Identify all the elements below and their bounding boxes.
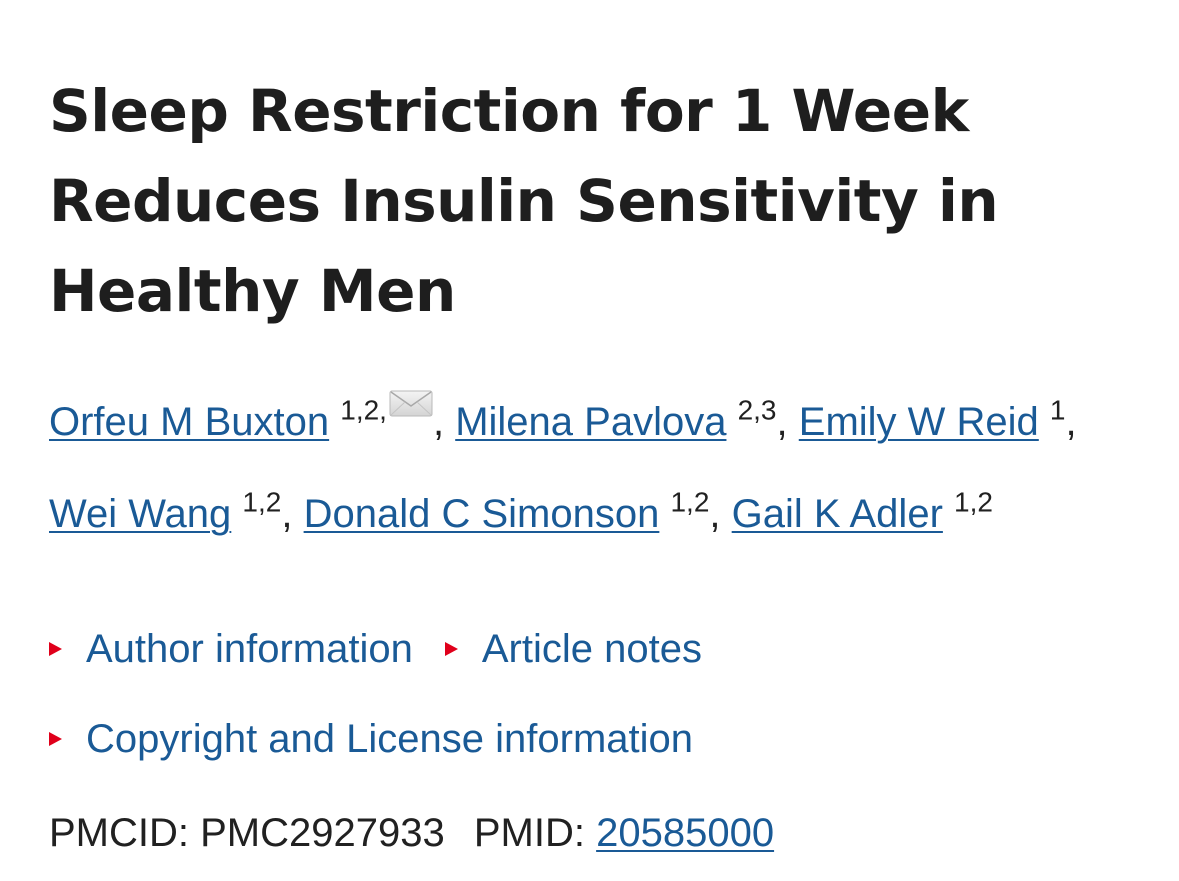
pmid-label: PMID: bbox=[473, 811, 585, 855]
author-affiliation: 1,2 bbox=[954, 486, 993, 518]
author-link-reid[interactable]: Emily W Reid bbox=[798, 400, 1039, 444]
envelope-icon[interactable] bbox=[389, 390, 433, 417]
toggle-label: Author information bbox=[86, 626, 413, 671]
author-link-buxton[interactable]: Orfeu M Buxton bbox=[49, 400, 330, 444]
pmcid-value: PMC2927933 bbox=[200, 811, 445, 855]
toggle-row: Author information Article notes bbox=[49, 604, 1159, 694]
article-header: Sleep Restriction for 1 Week Reduces Ins… bbox=[49, 0, 1159, 878]
author-separator: , bbox=[776, 400, 788, 444]
author-separator: , bbox=[281, 492, 293, 536]
author-information-toggle[interactable]: Author information bbox=[49, 627, 413, 672]
triangle-right-icon bbox=[49, 732, 62, 746]
pmcid-label: PMCID: bbox=[49, 811, 189, 855]
author-link-pavlova[interactable]: Milena Pavlova bbox=[455, 400, 727, 444]
author-link-simonson[interactable]: Donald C Simonson bbox=[303, 492, 660, 536]
author-affiliation: 2,3 bbox=[737, 394, 777, 426]
article-title: Sleep Restriction for 1 Week Reduces Ins… bbox=[49, 77, 999, 325]
copyright-toggle[interactable]: Copyright and License information bbox=[49, 717, 693, 762]
pmid-link[interactable]: 20585000 bbox=[596, 811, 775, 855]
author-affiliation: 1,2 bbox=[670, 486, 710, 518]
author-link-wang[interactable]: Wei Wang bbox=[49, 492, 232, 536]
author-list: Orfeu M Buxton 1,2, , Milena Pavlova 2,3… bbox=[49, 376, 1129, 560]
author-link-adler[interactable]: Gail K Adler bbox=[731, 492, 943, 536]
toggle-label: Article notes bbox=[481, 626, 702, 671]
author-separator: , bbox=[432, 400, 445, 444]
article-identifiers: PMCID: PMC2927933 PMID: 20585000 bbox=[49, 788, 1159, 878]
info-toggles: Author information Article notes Copyrig… bbox=[49, 604, 1159, 784]
article-notes-toggle[interactable]: Article notes bbox=[444, 626, 702, 672]
author-separator: , bbox=[1065, 400, 1077, 444]
toggle-label: Copyright and License information bbox=[86, 716, 694, 761]
toggle-row: Copyright and License information bbox=[49, 694, 1159, 784]
author-affiliation: 1,2 bbox=[242, 486, 282, 518]
author-separator: , bbox=[709, 492, 721, 536]
author-affiliation: 1 bbox=[1049, 394, 1066, 426]
triangle-right-icon bbox=[444, 642, 458, 656]
triangle-right-icon bbox=[49, 642, 62, 656]
author-affiliation: 1,2, bbox=[340, 394, 387, 426]
